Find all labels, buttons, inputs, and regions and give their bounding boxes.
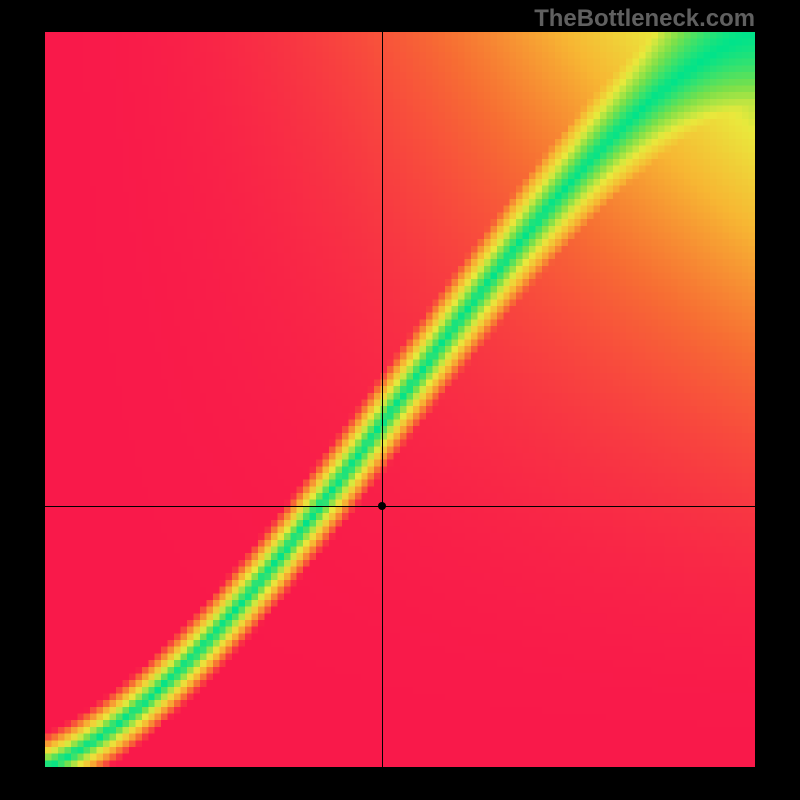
crosshair-horizontal bbox=[45, 506, 755, 507]
crosshair-vertical bbox=[382, 32, 383, 767]
bottleneck-heatmap bbox=[45, 32, 755, 767]
chart-container: TheBottleneck.com bbox=[0, 0, 800, 800]
watermark-text: TheBottleneck.com bbox=[534, 5, 755, 33]
